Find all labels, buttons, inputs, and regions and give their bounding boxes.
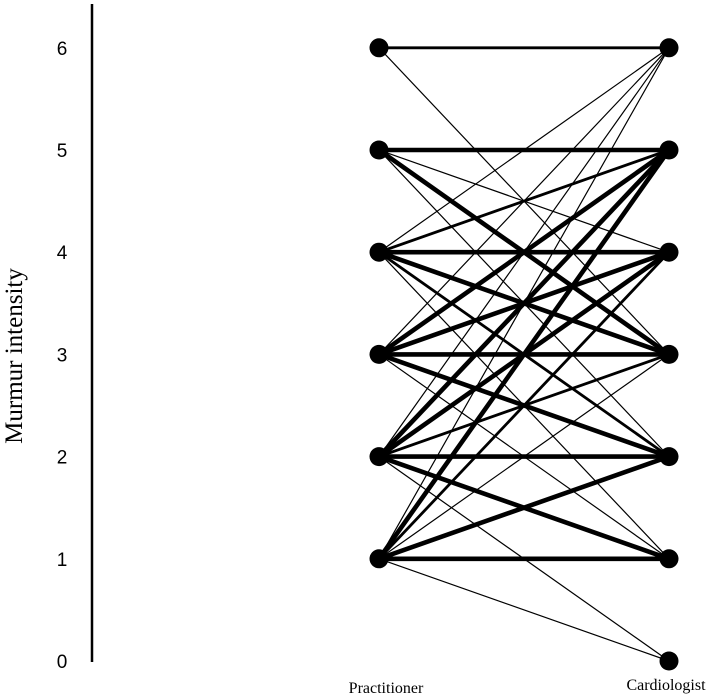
y-tick-label-3: 3 [57,345,68,366]
cardiologist-point-2 [659,447,679,467]
practitioner-point-1 [369,549,389,569]
cardiologist-label: Cardiologist [626,677,706,694]
link-p1-c6 [378,47,670,560]
cardiologist-point-1 [659,549,679,569]
y-tick-labels: 0 1 2 3 4 5 6 [57,39,68,673]
link-p2-c6 [378,47,670,458]
link-p3-c6 [378,47,670,355]
y-tick-label-5: 5 [57,141,68,162]
y-tick-label-4: 4 [57,243,68,264]
y-tick-label-1: 1 [57,550,68,571]
link-p4-c6 [378,47,670,253]
y-tick-label-0: 0 [57,652,68,673]
practitioner-label: Practitioner [349,680,424,697]
cardiologist-point-6 [659,38,679,58]
cardiologist-point-5 [659,140,679,160]
link-p1-c5 [376,147,672,562]
score-points [369,38,679,671]
cardiologist-point-0 [659,651,679,671]
y-axis-title: Murmur intensity [1,268,28,444]
cardiologist-point-4 [659,242,679,262]
link-p1-c4 [377,250,671,561]
link-lines [376,46,672,662]
practitioner-point-2 [369,447,389,467]
link-p1-c2 [376,454,672,562]
link-p1-c0 [378,558,670,662]
practitioner-point-3 [369,344,389,364]
y-tick-label-2: 2 [57,448,68,469]
cardiologist-point-3 [659,344,679,364]
y-tick-label-6: 6 [57,39,68,60]
practitioner-point-6 [369,38,389,58]
link-p1-c3 [378,353,670,560]
practitioner-point-5 [369,140,389,160]
practitioner-point-4 [369,242,389,262]
